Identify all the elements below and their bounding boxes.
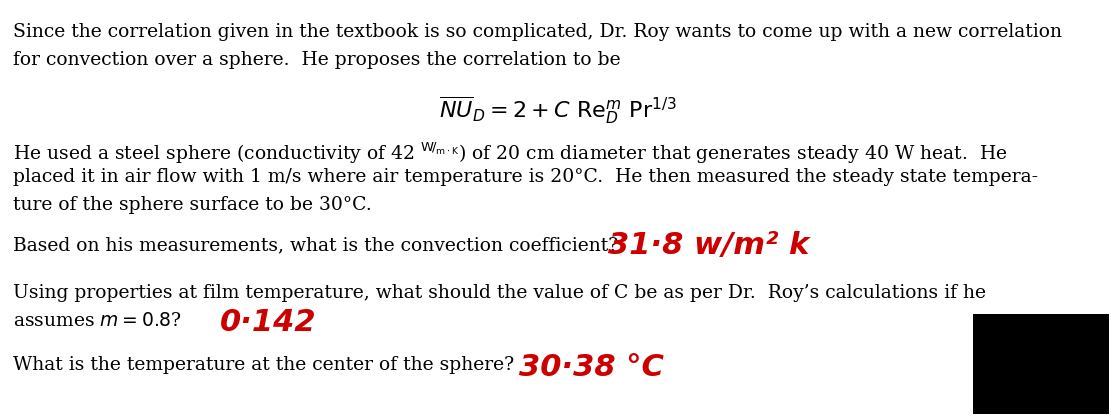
Bar — [973, 314, 1109, 414]
Text: 31·8 w/m² k: 31·8 w/m² k — [608, 231, 809, 260]
Text: ture of the sphere surface to be 30°C.: ture of the sphere surface to be 30°C. — [13, 196, 372, 214]
Text: Based on his measurements, what is the convection coefficient?: Based on his measurements, what is the c… — [13, 236, 618, 254]
Text: Since the correlation given in the textbook is so complicated, Dr. Roy wants to : Since the correlation given in the textb… — [13, 23, 1062, 41]
Text: assumes $m = 0.8$?: assumes $m = 0.8$? — [13, 312, 182, 330]
Text: What is the temperature at the center of the sphere?: What is the temperature at the center of… — [13, 356, 514, 374]
Text: for convection over a sphere.  He proposes the correlation to be: for convection over a sphere. He propose… — [13, 51, 620, 69]
Text: placed it in air flow with 1 m/s where air temperature is 20°C.  He then measure: placed it in air flow with 1 m/s where a… — [13, 168, 1039, 186]
Text: 30·38 °C: 30·38 °C — [519, 353, 664, 382]
Text: He used a steel sphere (conductivity of 42 $\mathrm{{}^{W\!/_{m\cdot K}}}$) of 2: He used a steel sphere (conductivity of … — [13, 140, 1008, 166]
Text: $\overline{NU}_D = 2 + C\ \mathrm{Re}_D^m\ \mathrm{Pr}^{1/3}$: $\overline{NU}_D = 2 + C\ \mathrm{Re}_D^… — [439, 94, 677, 125]
Text: Using properties at film temperature, what should the value of C be as per Dr.  : Using properties at film temperature, wh… — [13, 284, 987, 302]
Text: 0·142: 0·142 — [220, 308, 317, 337]
